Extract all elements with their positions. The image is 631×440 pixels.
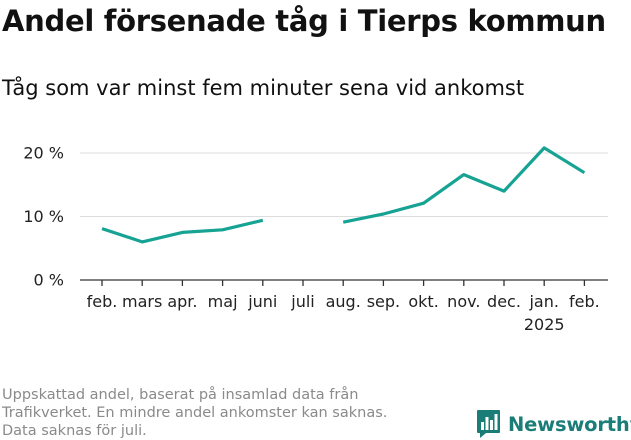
- chart-title: Andel försenade tåg i Tierps kommun: [2, 4, 606, 38]
- gridlines: [80, 152, 608, 217]
- series-lines: [101, 146, 586, 244]
- x-axis: feb. mars apr. maj juni juli aug. sep. okt. nov. d…: [80, 279, 608, 334]
- x-tick-label: feb.: [569, 292, 600, 311]
- x-tick-label: okt.: [408, 292, 438, 311]
- newsworthy-logo-icon: [477, 410, 500, 438]
- x-tick-label: apr.: [167, 292, 197, 311]
- line-chart: 0 %10 %20 % feb. mars apr. maj juni juli aug. s…: [23, 144, 608, 334]
- footnote-line: Trafikverket. En mindre andel ankomster …: [2, 405, 388, 421]
- footnote-line: Data saknas för juli.: [2, 423, 147, 439]
- y-tick-label: 20 %: [23, 144, 64, 163]
- footnote: Uppskattad andel, baserat på insamlad da…: [2, 386, 472, 440]
- x-tick-label: aug.: [326, 292, 361, 311]
- y-tick-label: 0 %: [34, 271, 64, 290]
- x-tick-label: juni: [247, 292, 277, 311]
- footnote-line: Uppskattad andel, baserat på insamlad da…: [2, 387, 359, 403]
- x-tick-label: mars: [122, 292, 162, 311]
- newsworthy-logo-text: Newsworthy: [508, 412, 631, 436]
- chart-subtitle: Tåg som var minst fem minuter sena vid a…: [2, 76, 525, 100]
- series-line-segment: [101, 218, 264, 244]
- x-tick-label: juli: [290, 292, 314, 311]
- x-tick-label: jan.: [528, 292, 558, 311]
- x-tick-label: maj: [208, 292, 238, 311]
- x-tick-label: dec.: [487, 292, 521, 311]
- series-line-segment: [342, 146, 586, 224]
- x-tick-label: nov.: [447, 292, 480, 311]
- x-tick-label: feb.: [87, 292, 118, 311]
- newsworthy-logo: Newsworthy: [476, 408, 631, 440]
- y-axis: 0 % 10 % 20 %: [23, 144, 64, 290]
- x-tick-label: sep.: [367, 292, 400, 311]
- y-tick-label: 10 %: [23, 207, 64, 226]
- x-year-label: 2025: [524, 315, 565, 334]
